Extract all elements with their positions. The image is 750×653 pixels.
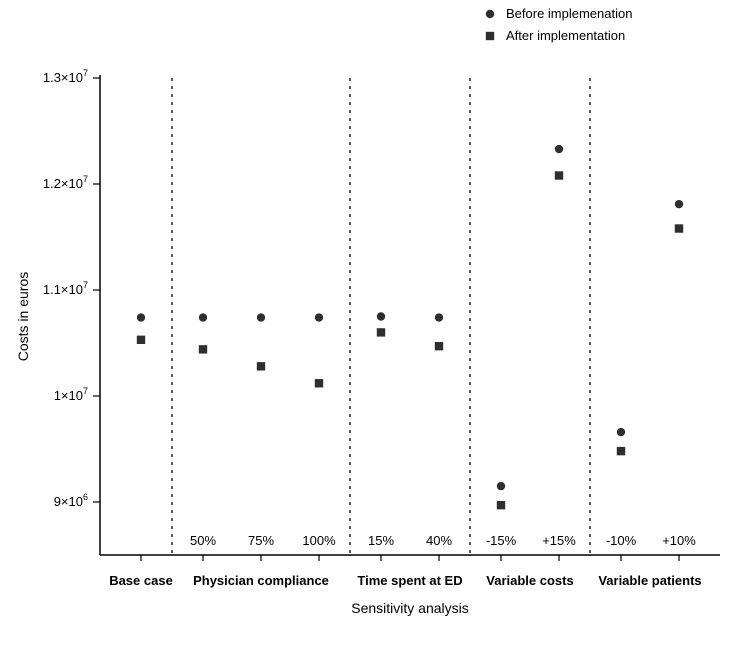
legend-marker-circle	[486, 10, 494, 18]
point-after	[435, 342, 443, 350]
point-before	[377, 312, 385, 320]
legend-label: After implementation	[506, 28, 625, 43]
point-after	[199, 345, 207, 353]
column-sublabel: +15%	[542, 533, 576, 548]
svg-text:1×107: 1×107	[54, 386, 88, 403]
y-axis-title: Costs in euros	[15, 272, 31, 361]
point-after	[617, 447, 625, 455]
point-after	[675, 224, 683, 232]
svg-text:1.1×107: 1.1×107	[43, 280, 88, 297]
group-label: Base case	[109, 573, 173, 588]
point-after	[137, 336, 145, 344]
column-sublabel: 50%	[190, 533, 216, 548]
column-sublabel: 15%	[368, 533, 394, 548]
point-before	[675, 200, 683, 208]
group-label: Time spent at ED	[357, 573, 462, 588]
column-sublabel: 40%	[426, 533, 452, 548]
x-axis-title: Sensitivity analysis	[351, 600, 469, 616]
point-before	[497, 482, 505, 490]
legend-marker-square	[486, 32, 494, 40]
group-label: Physician compliance	[193, 573, 329, 588]
group-label: Variable costs	[486, 573, 573, 588]
sensitivity-analysis-chart: 9×106 1×107 1.1×107 1.2×107 1.3×107 Costs in …	[0, 0, 750, 653]
point-after	[377, 328, 385, 336]
point-before	[137, 313, 145, 321]
column-sublabel: -10%	[606, 533, 637, 548]
column-sublabel: 75%	[248, 533, 274, 548]
svg-text:9×106: 9×106	[54, 492, 88, 509]
point-before	[315, 313, 323, 321]
point-before	[555, 145, 563, 153]
point-before	[199, 313, 207, 321]
point-before	[617, 428, 625, 436]
svg-text:1.3×107: 1.3×107	[43, 68, 88, 85]
point-before	[435, 313, 443, 321]
legend-label: Before implemenation	[506, 6, 632, 21]
point-after	[257, 362, 265, 370]
column-sublabel: 100%	[302, 533, 336, 548]
column-sublabel: +10%	[662, 533, 696, 548]
point-after	[555, 171, 563, 179]
column-sublabel: -15%	[486, 533, 517, 548]
group-label: Variable patients	[598, 573, 701, 588]
svg-text:1.2×107: 1.2×107	[43, 174, 88, 191]
point-before	[257, 313, 265, 321]
point-after	[497, 501, 505, 509]
point-after	[315, 379, 323, 387]
